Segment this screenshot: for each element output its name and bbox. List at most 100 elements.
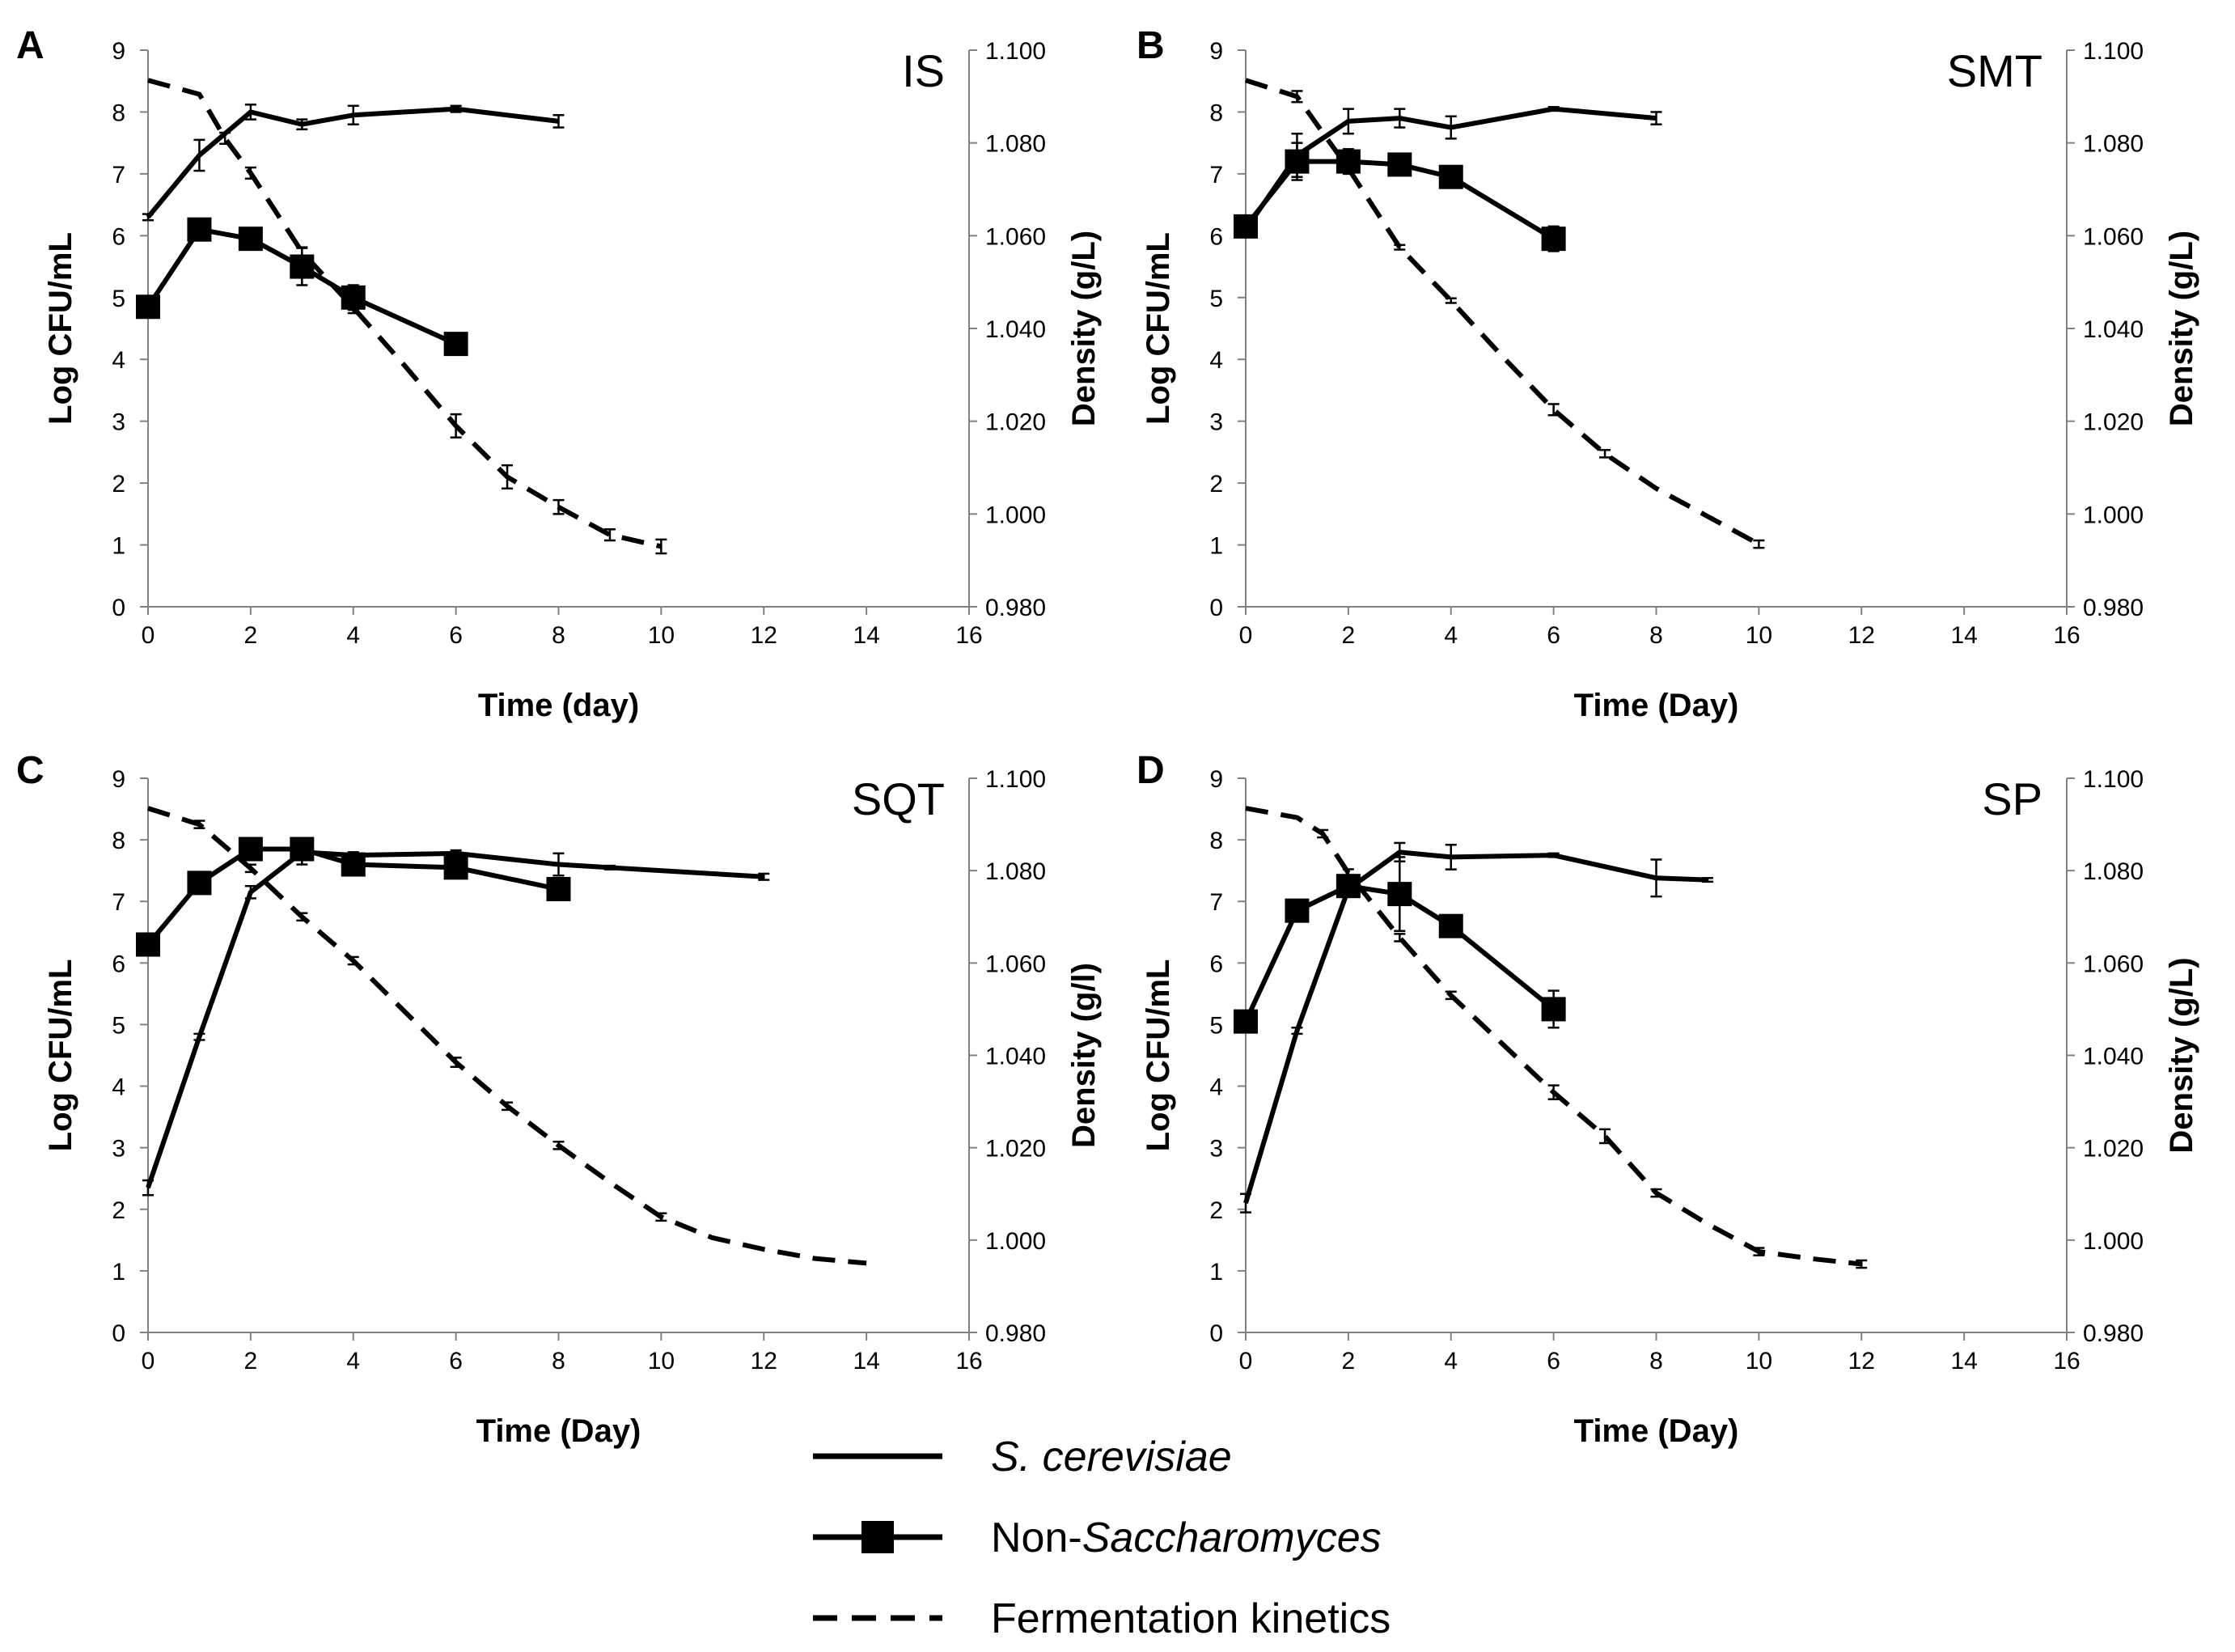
x-tick-label: 10 [1746,1348,1772,1375]
y-tick-label: 8 [112,100,125,126]
panel-letter: D [1137,749,1165,792]
y2-tick-label: 1.060 [985,951,1046,977]
data-point-marker [238,837,263,862]
y2-tick-label: 1.040 [2083,316,2144,343]
y-tick-label: 7 [1209,162,1223,188]
legend-item-s-cerevisiae: S. cerevisiae [813,1434,1232,1480]
series-square [136,217,468,357]
y-tick-label: 3 [1209,409,1223,436]
chart-panel-c: CSQT01234567890.9801.0001.0201.0401.0601… [16,749,1102,1449]
data-point-marker [1387,152,1412,177]
panel-tag: SP [1982,773,2042,824]
x-tick-label: 2 [1342,1348,1356,1375]
x-tick-label: 14 [1950,1348,1977,1375]
y2-tick-label: 0.980 [985,595,1046,621]
y2-tick-label: 1.060 [2083,223,2144,250]
data-point-marker [238,227,263,252]
series-line [1243,883,1556,1023]
panel-letter: B [1137,24,1165,67]
chart-panels: A IS01234567890.9801.0001.0201.0401.0601.… [16,24,2199,1449]
y-tick-label: 5 [112,286,125,312]
y-tick-label: 4 [1209,347,1223,374]
y-tick-label: 4 [112,1074,125,1101]
x-tick-label: 12 [751,1348,777,1375]
data-point-marker [187,870,212,896]
y-tick-label: 1 [112,1259,125,1286]
legend-label-part: Fermentation kinetics [991,1595,1391,1642]
x-tick-label: 16 [2053,1348,2080,1375]
y-tick-label: 2 [1209,471,1223,498]
y2-tick-label: 1.080 [985,131,1046,158]
legend-item-fermentation-kinetics: Fermentation kinetics [813,1595,1391,1642]
y-axis-title: Log CFU/mL [1141,959,1176,1152]
y-tick-label: 6 [1209,223,1223,250]
y-axis-title: Log CFU/mL [43,959,78,1152]
panel-tag: SMT [1947,45,2042,96]
data-point-marker [1541,227,1566,252]
y-tick-label: 0 [1209,1320,1223,1347]
series-square [1234,142,1566,252]
series-square [1234,856,1566,1034]
x-tick-label: 4 [346,1348,360,1375]
x-tick-label: 0 [1239,622,1253,649]
x-tick-label: 12 [1848,1348,1875,1375]
y2-tick-label: 1.000 [985,1228,1046,1255]
data-point-marker [1541,997,1566,1022]
chart-panel-d: DSP01234567890.9801.0001.0201.0401.0601.… [1137,749,2199,1449]
y-tick-label: 9 [1209,766,1223,793]
chart-panel-a: A IS01234567890.9801.0001.0201.0401.0601.… [16,24,1102,723]
y-tick-label: 5 [1209,1012,1223,1039]
data-point-marker [1285,149,1310,174]
series-dashed [1245,78,1765,549]
x-axis-title: Time (day) [478,688,639,723]
x-axis-title: Time (Day) [1574,1413,1739,1449]
x-tick-label: 8 [1649,622,1663,649]
x-tick-label: 6 [1547,1348,1560,1375]
y2-tick-label: 0.980 [2083,1320,2144,1347]
legend-label-part: Saccharomyces [1082,1514,1382,1561]
series-dashed [1245,806,1868,1269]
series-square [136,837,571,957]
y-tick-label: 0 [1209,595,1223,621]
data-point-marker [443,855,468,880]
y2-tick-label: 1.040 [985,316,1046,343]
data-point-marker [341,852,366,877]
series-solid [142,838,770,1197]
y2-tick-label: 1.020 [2083,409,2144,436]
y2-tick-label: 0.980 [2083,595,2144,621]
y-tick-label: 6 [1209,951,1223,977]
data-point-marker [1387,882,1412,907]
series-solid [142,104,565,222]
y2-axis-title: Density (g/l) [1066,963,1102,1148]
y-tick-label: 4 [112,347,125,374]
series-line [147,78,662,549]
series-line [1243,849,1708,1205]
x-tick-label: 8 [1649,1348,1663,1375]
x-tick-label: 4 [1444,622,1458,649]
data-point-marker [1285,898,1310,923]
x-tick-label: 4 [346,622,360,649]
data-point-marker [1438,913,1463,938]
y-tick-label: 7 [1209,889,1223,916]
y2-axis-title: Density (g/L) [2164,231,2199,426]
y2-tick-label: 1.000 [2083,502,2144,528]
y2-tick-label: 1.100 [985,766,1046,793]
data-point-marker [187,217,212,242]
y-tick-label: 1 [1209,533,1223,560]
y-tick-label: 8 [112,828,125,854]
chart-panel-b: B SMT01234567890.9801.0001.0201.0401.0601… [1137,24,2199,723]
x-tick-label: 12 [751,622,777,649]
y-tick-label: 2 [112,471,125,498]
y-tick-label: 2 [112,1197,125,1224]
y-tick-label: 6 [112,223,125,250]
legend: S. cerevisiae Non-Saccharomyces Fermenta… [813,1434,1391,1642]
x-tick-label: 16 [955,1348,982,1375]
y2-tick-label: 1.060 [985,223,1046,250]
y2-axis-title: Density (g/L) [1066,231,1102,426]
x-axis-title: Time (Day) [476,1413,641,1449]
x-tick-label: 12 [1848,622,1875,649]
x-tick-label: 0 [142,622,155,649]
x-axis-title: Time (Day) [1574,688,1739,723]
y-tick-label: 0 [112,595,125,621]
data-point-marker [443,332,468,357]
